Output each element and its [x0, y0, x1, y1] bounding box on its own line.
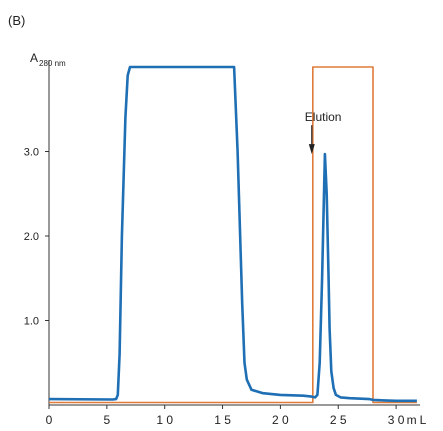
panel-label: (B) — [8, 13, 25, 28]
absorbance-trace — [48, 65, 417, 403]
gradient-trace — [49, 66, 417, 404]
x-tick-label: 5 — [104, 413, 111, 427]
annotation-arrow-head — [308, 144, 315, 155]
annotation-label: Elution — [305, 110, 342, 124]
x-tick-label: 2 5 — [330, 413, 347, 427]
y-axis-label: A — [30, 51, 38, 65]
x-tick-label: 1 0 — [156, 413, 173, 427]
y-axis-label-subscript: 280 nm — [39, 59, 66, 68]
x-tick-label: 3 0 — [388, 413, 405, 427]
x-tick-label: 0 — [46, 413, 53, 427]
y-axis-title: A 280 nm — [30, 51, 66, 68]
x-tick-label: 2 0 — [272, 413, 289, 427]
y-tick-label: 1.0 — [24, 316, 39, 328]
x-tick-label: 1 5 — [214, 413, 231, 427]
y-tick-label: 2.0 — [24, 231, 39, 243]
x-axis-label: mL — [407, 413, 430, 427]
y-tick-label: 3.0 — [24, 147, 39, 159]
